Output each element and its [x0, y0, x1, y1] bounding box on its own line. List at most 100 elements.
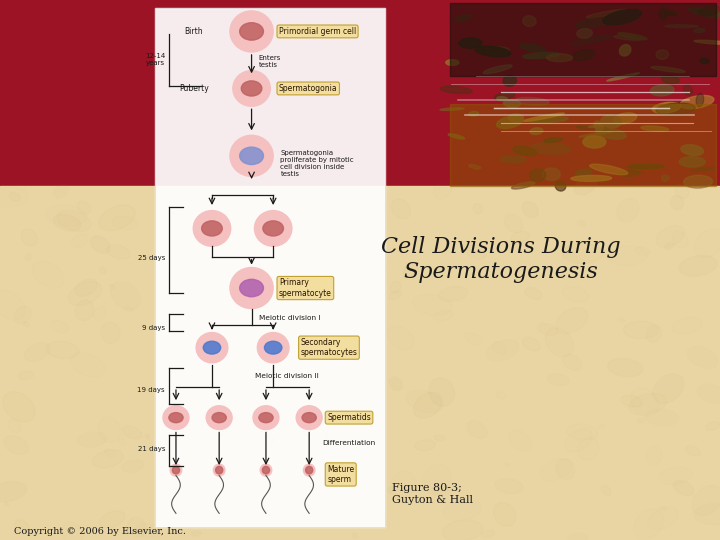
Ellipse shape — [230, 267, 273, 308]
Ellipse shape — [302, 413, 316, 423]
Text: Spermatids: Spermatids — [327, 413, 371, 422]
Ellipse shape — [571, 176, 611, 181]
Bar — [155, 8, 385, 526]
Ellipse shape — [662, 175, 669, 181]
Text: 25 days: 25 days — [138, 255, 165, 261]
Ellipse shape — [577, 29, 593, 38]
Ellipse shape — [296, 406, 322, 429]
Ellipse shape — [575, 169, 592, 177]
Ellipse shape — [523, 16, 536, 26]
Text: Secondary
spermatocytes: Secondary spermatocytes — [300, 338, 357, 357]
Text: Meiotic division II: Meiotic division II — [255, 373, 319, 379]
Ellipse shape — [576, 126, 609, 130]
Ellipse shape — [546, 54, 572, 62]
Ellipse shape — [263, 221, 284, 236]
Ellipse shape — [212, 413, 226, 423]
Ellipse shape — [652, 103, 680, 113]
Ellipse shape — [254, 211, 292, 246]
Ellipse shape — [503, 76, 516, 86]
Ellipse shape — [230, 11, 273, 52]
Ellipse shape — [193, 211, 230, 246]
Ellipse shape — [603, 9, 642, 25]
Ellipse shape — [497, 97, 508, 101]
Bar — [450, 104, 716, 186]
Ellipse shape — [590, 164, 628, 175]
Text: Spermatogonia
proliferate by mitotic
cell division inside
testis: Spermatogonia proliferate by mitotic cel… — [280, 151, 354, 178]
Ellipse shape — [619, 170, 639, 177]
Ellipse shape — [586, 9, 628, 18]
Ellipse shape — [305, 467, 312, 474]
Ellipse shape — [523, 52, 560, 59]
Bar — [0, 0, 720, 186]
Text: Primordial germ cell: Primordial germ cell — [279, 27, 356, 36]
Ellipse shape — [469, 111, 479, 116]
Ellipse shape — [684, 176, 713, 188]
Ellipse shape — [516, 97, 549, 105]
Text: 9 days: 9 days — [142, 325, 165, 331]
Ellipse shape — [215, 467, 222, 474]
Ellipse shape — [659, 8, 667, 20]
Ellipse shape — [595, 128, 626, 139]
Text: Copyright © 2006 by Elsevier, Inc.: Copyright © 2006 by Elsevier, Inc. — [14, 526, 186, 536]
Ellipse shape — [455, 15, 471, 22]
Ellipse shape — [614, 36, 641, 40]
Ellipse shape — [233, 71, 270, 106]
Bar — [450, 3, 716, 76]
Ellipse shape — [662, 76, 679, 84]
Ellipse shape — [440, 108, 464, 111]
Ellipse shape — [630, 170, 642, 173]
Ellipse shape — [483, 65, 512, 73]
Ellipse shape — [500, 156, 526, 163]
Ellipse shape — [230, 136, 273, 177]
Ellipse shape — [529, 117, 568, 123]
Ellipse shape — [169, 413, 183, 423]
Text: 12-14
years: 12-14 years — [145, 53, 165, 66]
Ellipse shape — [264, 341, 282, 354]
Ellipse shape — [656, 103, 696, 115]
Ellipse shape — [259, 413, 273, 423]
Ellipse shape — [530, 128, 543, 134]
Text: Spermatogonia: Spermatogonia — [279, 84, 338, 93]
Ellipse shape — [681, 145, 703, 156]
Ellipse shape — [579, 132, 612, 137]
Ellipse shape — [698, 6, 720, 16]
Ellipse shape — [641, 126, 669, 131]
Ellipse shape — [696, 93, 703, 107]
Ellipse shape — [503, 100, 521, 107]
Text: Differentiation: Differentiation — [322, 440, 375, 446]
Ellipse shape — [665, 11, 677, 16]
Ellipse shape — [303, 464, 315, 476]
Text: Figure 80-3;
Guyton & Hall: Figure 80-3; Guyton & Hall — [392, 483, 474, 505]
Ellipse shape — [262, 467, 269, 474]
Ellipse shape — [651, 66, 685, 72]
Ellipse shape — [203, 341, 221, 354]
Ellipse shape — [440, 86, 472, 93]
Ellipse shape — [613, 113, 636, 124]
Text: Meiotic division I: Meiotic division I — [258, 315, 320, 321]
Ellipse shape — [588, 122, 631, 127]
Ellipse shape — [575, 17, 611, 28]
Text: Primary
spermatocyte: Primary spermatocyte — [279, 278, 332, 298]
Ellipse shape — [680, 96, 714, 109]
Ellipse shape — [170, 464, 181, 476]
Bar — [155, 8, 385, 526]
Ellipse shape — [196, 333, 228, 363]
Ellipse shape — [690, 167, 715, 172]
Ellipse shape — [572, 35, 612, 45]
Text: Birth: Birth — [184, 27, 203, 36]
Ellipse shape — [459, 38, 482, 48]
Ellipse shape — [240, 147, 264, 165]
Ellipse shape — [555, 181, 566, 191]
Ellipse shape — [446, 60, 459, 65]
Ellipse shape — [202, 221, 222, 236]
Ellipse shape — [241, 81, 262, 96]
Ellipse shape — [520, 43, 546, 52]
Ellipse shape — [509, 114, 523, 122]
Ellipse shape — [449, 134, 464, 139]
Ellipse shape — [607, 73, 639, 81]
Ellipse shape — [260, 464, 271, 476]
Ellipse shape — [689, 8, 720, 18]
Ellipse shape — [213, 464, 225, 476]
Ellipse shape — [253, 406, 279, 429]
Ellipse shape — [475, 46, 510, 57]
